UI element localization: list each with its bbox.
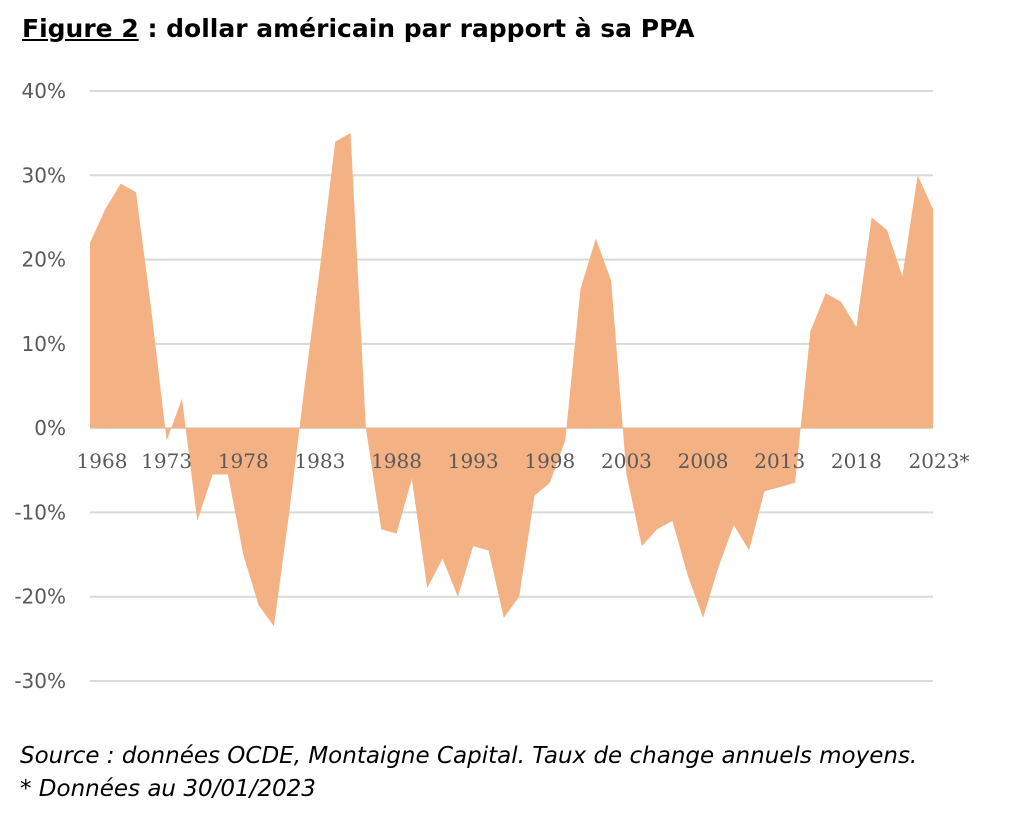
x-tick-label: 1978 (218, 449, 269, 473)
source-note: Source : données OCDE, Montaigne Capital… (20, 743, 918, 769)
y-tick-label: -20% (14, 585, 66, 609)
area-chart: 40%30%20%10%0%-10%-20%-30% 1968 1973 1978 1… (14, 79, 970, 693)
y-tick-label: 40% (22, 79, 66, 103)
x-tick-label: 1983 (294, 449, 345, 473)
area-series-fill (90, 133, 933, 627)
x-tick-label: 2023* (909, 449, 970, 473)
x-tick-label: 1993 (448, 449, 499, 473)
x-tick-label: 2003 (601, 449, 652, 473)
y-tick-label: 10% (22, 332, 66, 356)
area-series (90, 133, 933, 627)
x-tick-label: 2008 (678, 449, 729, 473)
x-tick-label: 1968 (77, 449, 128, 473)
figure-label: Figure 2 (22, 14, 139, 43)
x-axis-ticks: 1968 1973 1978 1983 1988 1993 1998 2003 2008 2013… (77, 449, 970, 473)
x-tick-label: 1998 (524, 449, 575, 473)
y-tick-label: 0% (34, 416, 66, 440)
chart-title: Figure 2 : dollar américain par rapport … (22, 14, 694, 43)
y-tick-label: -10% (14, 500, 66, 524)
y-axis-ticks: 40% 30% 20% 10% 0% -10% -20% -30% (14, 79, 66, 693)
y-tick-label: 30% (22, 163, 66, 187)
date-note: * Données au 30/01/2023 (20, 776, 316, 802)
figure-caption: : dollar américain par rapport à sa PPA (138, 14, 695, 43)
y-tick-label: -30% (14, 669, 66, 693)
x-tick-label: 1988 (371, 449, 422, 473)
x-tick-label: 2018 (831, 449, 882, 473)
x-tick-label: 2013 (754, 449, 805, 473)
y-tick-label: 20% (22, 248, 66, 272)
chart-footer: Source : données OCDE, Montaigne Capital… (20, 740, 917, 806)
x-tick-label: 1973 (141, 449, 192, 473)
